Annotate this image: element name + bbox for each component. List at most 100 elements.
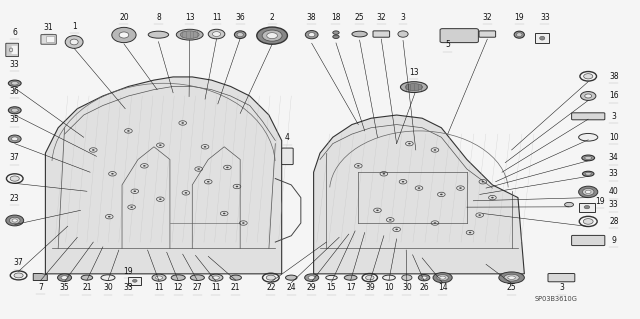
Ellipse shape xyxy=(305,31,318,39)
Ellipse shape xyxy=(586,190,591,194)
Ellipse shape xyxy=(204,146,206,148)
Text: 25: 25 xyxy=(355,13,364,22)
Text: 29: 29 xyxy=(307,283,317,292)
Text: 17: 17 xyxy=(346,283,355,292)
Ellipse shape xyxy=(190,275,204,280)
Ellipse shape xyxy=(176,29,203,40)
Text: 40: 40 xyxy=(609,187,619,197)
Ellipse shape xyxy=(357,165,360,167)
Ellipse shape xyxy=(305,274,319,281)
Ellipse shape xyxy=(159,198,162,200)
Text: 23: 23 xyxy=(10,194,20,203)
Ellipse shape xyxy=(234,31,246,39)
Text: 33: 33 xyxy=(609,169,619,178)
Ellipse shape xyxy=(402,275,412,280)
Text: 13: 13 xyxy=(409,68,419,77)
Text: 14: 14 xyxy=(438,283,447,292)
Ellipse shape xyxy=(230,275,241,280)
Ellipse shape xyxy=(383,275,396,280)
Ellipse shape xyxy=(208,29,225,39)
Text: 37: 37 xyxy=(13,258,24,267)
Ellipse shape xyxy=(159,145,162,146)
Ellipse shape xyxy=(209,274,223,281)
Ellipse shape xyxy=(540,36,545,40)
Text: 10: 10 xyxy=(384,283,394,292)
Ellipse shape xyxy=(101,275,115,280)
Ellipse shape xyxy=(8,135,21,143)
Ellipse shape xyxy=(236,186,238,187)
Ellipse shape xyxy=(582,189,594,195)
Ellipse shape xyxy=(181,122,184,124)
Ellipse shape xyxy=(257,27,287,44)
Polygon shape xyxy=(45,77,282,274)
Ellipse shape xyxy=(389,219,392,221)
Ellipse shape xyxy=(132,279,137,282)
Ellipse shape xyxy=(584,74,593,79)
Ellipse shape xyxy=(226,167,228,168)
Text: 4: 4 xyxy=(285,133,290,142)
Text: 34: 34 xyxy=(609,153,619,162)
FancyBboxPatch shape xyxy=(535,33,549,43)
Text: 28: 28 xyxy=(609,217,618,226)
FancyBboxPatch shape xyxy=(282,148,293,165)
Ellipse shape xyxy=(267,33,278,39)
Text: 38: 38 xyxy=(307,13,317,22)
FancyBboxPatch shape xyxy=(47,36,55,42)
Text: 33: 33 xyxy=(609,200,619,209)
Text: 13: 13 xyxy=(185,13,195,22)
Ellipse shape xyxy=(65,36,83,48)
Ellipse shape xyxy=(184,192,187,194)
FancyBboxPatch shape xyxy=(572,113,605,120)
Text: 19: 19 xyxy=(515,13,524,22)
Text: 19: 19 xyxy=(124,267,133,276)
Ellipse shape xyxy=(14,273,23,278)
Ellipse shape xyxy=(81,275,93,280)
FancyBboxPatch shape xyxy=(12,46,17,54)
Text: 35: 35 xyxy=(10,115,20,124)
Ellipse shape xyxy=(92,149,95,151)
FancyBboxPatch shape xyxy=(6,43,19,56)
Text: 18: 18 xyxy=(332,13,340,22)
Ellipse shape xyxy=(402,181,404,182)
Ellipse shape xyxy=(440,194,443,195)
Text: 3: 3 xyxy=(559,283,564,292)
Text: 36: 36 xyxy=(236,13,245,22)
Text: 30: 30 xyxy=(103,283,113,292)
Ellipse shape xyxy=(333,31,339,34)
Ellipse shape xyxy=(582,155,595,161)
Ellipse shape xyxy=(12,137,18,141)
FancyBboxPatch shape xyxy=(373,31,390,37)
Text: 15: 15 xyxy=(326,283,336,292)
Ellipse shape xyxy=(223,213,225,214)
Ellipse shape xyxy=(12,108,19,112)
Ellipse shape xyxy=(508,276,515,279)
Text: 35: 35 xyxy=(60,283,69,292)
Text: 22: 22 xyxy=(266,283,276,292)
Text: 11: 11 xyxy=(211,283,221,292)
Ellipse shape xyxy=(421,276,427,279)
Ellipse shape xyxy=(8,107,21,114)
Ellipse shape xyxy=(491,197,493,198)
Ellipse shape xyxy=(12,219,17,222)
Text: 33: 33 xyxy=(124,283,133,292)
Polygon shape xyxy=(33,273,47,280)
FancyBboxPatch shape xyxy=(579,203,595,211)
Ellipse shape xyxy=(308,33,315,37)
Ellipse shape xyxy=(111,173,114,174)
Text: 37: 37 xyxy=(10,153,20,162)
Ellipse shape xyxy=(579,133,598,141)
Ellipse shape xyxy=(418,187,420,189)
Ellipse shape xyxy=(460,187,462,189)
Ellipse shape xyxy=(365,275,374,280)
Ellipse shape xyxy=(212,32,221,36)
Ellipse shape xyxy=(127,130,130,132)
Ellipse shape xyxy=(148,31,169,38)
FancyBboxPatch shape xyxy=(41,35,56,44)
Text: 3: 3 xyxy=(611,112,616,121)
Ellipse shape xyxy=(10,48,13,52)
Ellipse shape xyxy=(504,274,519,281)
Ellipse shape xyxy=(112,27,136,43)
Text: 19: 19 xyxy=(595,197,605,206)
Ellipse shape xyxy=(564,202,573,207)
Ellipse shape xyxy=(180,31,199,39)
